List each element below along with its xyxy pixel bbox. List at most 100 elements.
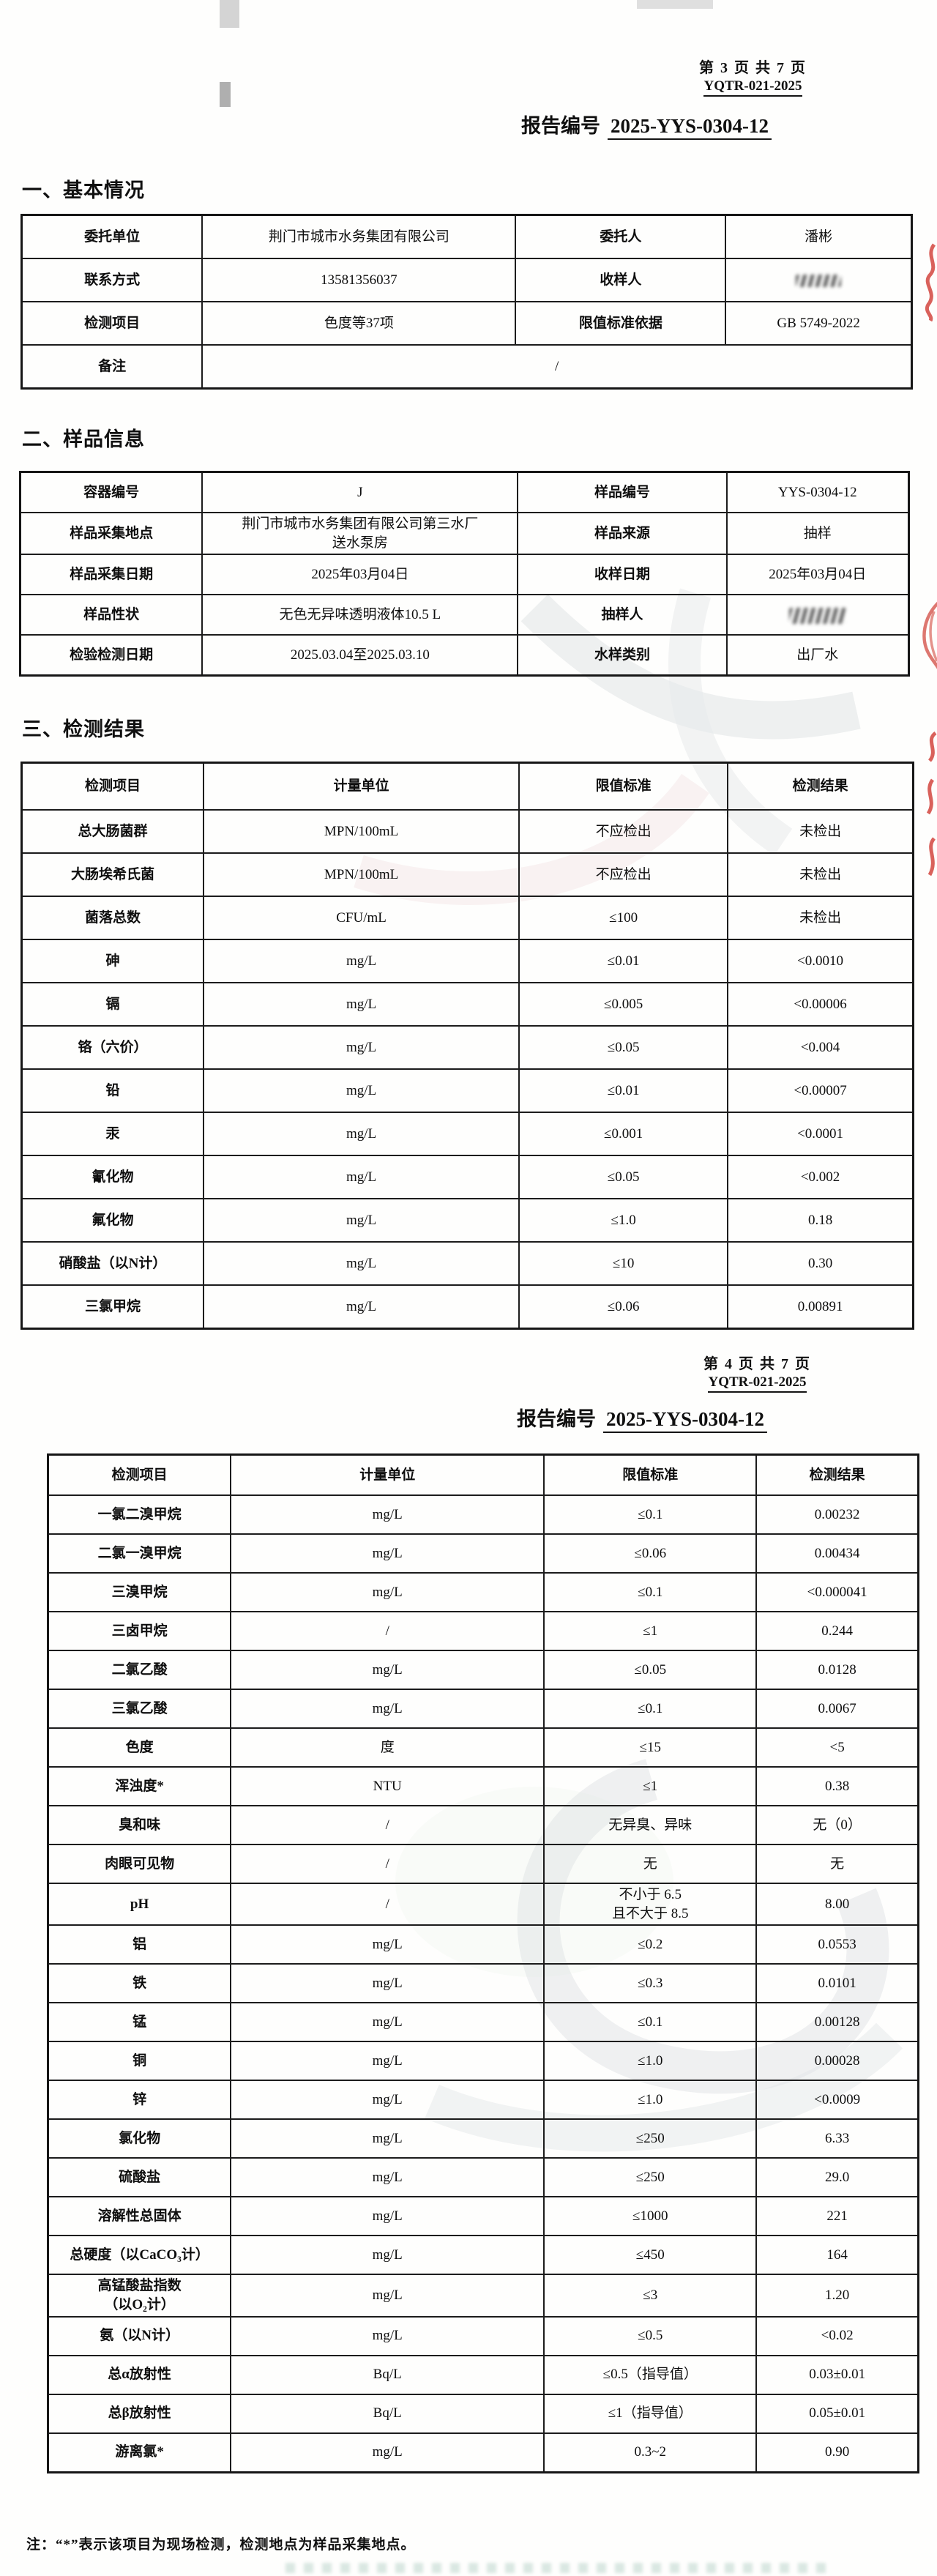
- basic-info-table: 委托单位 荆门市城市水务集团有限公司 委托人 潘彬 联系方式 13581356037 收样…: [20, 214, 913, 390]
- field-label: 收样人: [515, 258, 727, 302]
- table-row: 镉 mg/L ≤0.005 <0.00006: [20, 982, 914, 1027]
- field-value: 荆门市城市水务集团有限公司: [201, 214, 517, 259]
- unit-cell: mg/L: [230, 2196, 545, 2237]
- result-cell: <5: [755, 1727, 919, 1768]
- limit-cell: 不应检出: [518, 852, 729, 897]
- limit-cell: ≤0.005: [518, 982, 729, 1027]
- item-cell: 二氯乙酸: [47, 1650, 232, 1690]
- item-cell: 硝酸盐（以N计）: [20, 1241, 204, 1286]
- table-row: 一氯二溴甲烷 mg/L ≤0.1 0.00232: [47, 1494, 919, 1535]
- item-cell: 硫酸盐: [47, 2157, 232, 2198]
- field-value: J: [201, 471, 519, 513]
- limit-cell: ≤0.05: [518, 1025, 729, 1070]
- section-title-results: 三、检测结果: [22, 718, 145, 740]
- item-cell: 浑浊度*: [47, 1766, 232, 1806]
- field-label: 样品性状: [19, 594, 204, 636]
- table-row: 菌落总数 CFU/mL ≤100 未检出: [20, 896, 914, 940]
- item-cell: 总β放射性: [47, 2393, 232, 2434]
- field-value: 抽样: [725, 511, 910, 556]
- item-cell: 色度: [47, 1727, 232, 1768]
- limit-cell: ≤1: [543, 1766, 758, 1806]
- table-row: 备注 /: [20, 344, 913, 390]
- table-row: 总硬度（以CaCO₃计） mg/L ≤450 164: [47, 2235, 919, 2276]
- table-row: 溶解性总固体 mg/L ≤1000 221: [47, 2196, 919, 2237]
- result-cell: 0.0128: [755, 1650, 919, 1690]
- result-cell: 29.0: [755, 2157, 919, 2198]
- table-row: 锰 mg/L ≤0.1 0.00128: [47, 2002, 919, 2043]
- table-row: 氨（以N计） mg/L ≤0.5 <0.02: [47, 2315, 919, 2356]
- result-cell: 0.00232: [755, 1494, 919, 1535]
- result-cell: 无（0）: [755, 1805, 919, 1845]
- unit-cell: MPN/100mL: [202, 809, 520, 854]
- table-header-row: 检测项目 计量单位 限值标准 检测结果: [20, 762, 914, 811]
- result-cell: 0.0553: [755, 1924, 919, 1965]
- item-cell: 氨（以N计）: [47, 2315, 232, 2356]
- item-cell: 三溴甲烷: [47, 1572, 232, 1612]
- field-label: 样品来源: [517, 511, 728, 556]
- item-cell: 铝: [47, 1924, 232, 1965]
- result-cell: 0.03±0.01: [755, 2354, 919, 2395]
- unit-cell: mg/L: [230, 1963, 545, 2004]
- table-row: 肉眼可见物 / 无无: [47, 1844, 919, 1884]
- unit-cell: mg/L: [202, 1025, 520, 1070]
- field-value: 无色无异味透明液体10.5 L: [201, 594, 519, 636]
- field-label: 样品编号: [517, 471, 728, 513]
- limit-cell: ≤1: [543, 1611, 758, 1651]
- result-cell: 无: [755, 1844, 919, 1884]
- unit-cell: mg/L: [230, 2157, 545, 2198]
- field-value: 出厂水: [725, 634, 910, 677]
- result-cell: 0.244: [755, 1611, 919, 1651]
- col-header-item: 检测项目: [47, 1453, 232, 1496]
- item-cell: 砷: [20, 939, 204, 983]
- result-cell: <0.02: [755, 2315, 919, 2356]
- result-cell: 0.00891: [727, 1284, 914, 1330]
- unit-cell: mg/L: [230, 1924, 545, 1965]
- unit-cell: mg/L: [202, 1241, 520, 1286]
- unit-cell: mg/L: [202, 939, 520, 983]
- table-row: 高锰酸盐指数 （以O₂计） mg/L ≤3 1.20: [47, 2274, 919, 2318]
- item-cell: 氟化物: [20, 1198, 204, 1243]
- result-cell: 未检出: [727, 809, 914, 854]
- result-cell: 0.0067: [755, 1689, 919, 1729]
- item-cell: 汞: [20, 1112, 204, 1156]
- page-number: 第 3 页 共 7 页: [699, 60, 807, 76]
- unit-cell: MPN/100mL: [202, 852, 520, 897]
- item-cell: 二氯一溴甲烷: [47, 1533, 232, 1574]
- result-cell: 0.90: [755, 2432, 919, 2473]
- limit-cell: 无: [543, 1844, 758, 1884]
- result-cell: 0.05±0.01: [755, 2393, 919, 2434]
- limit-cell: 不小于 6.5 且不大于 8.5: [543, 1882, 758, 1927]
- field-value: GB 5749-2022: [725, 301, 913, 346]
- limit-cell: ≤0.2: [543, 1924, 758, 1965]
- field-value: /: [201, 344, 913, 390]
- field-label: 联系方式: [20, 258, 204, 302]
- table-row: 三溴甲烷 mg/L ≤0.1 <0.000041: [47, 1572, 919, 1612]
- result-cell: 0.30: [727, 1241, 914, 1286]
- unit-cell: /: [230, 1882, 545, 1927]
- field-value: 2025.03.04至2025.03.10: [201, 634, 519, 677]
- table-row: pH / 不小于 6.5 且不大于 8.5 8.00: [47, 1882, 919, 1927]
- field-label: 限值标准依据: [515, 301, 727, 346]
- field-value: 2025年03月04日: [725, 554, 910, 596]
- result-cell: 未检出: [727, 896, 914, 940]
- next-page-ghost-text: [285, 2563, 833, 2573]
- table-row: 铜 mg/L ≤1.0 0.00028: [47, 2041, 919, 2082]
- limit-cell: ≤0.05: [518, 1155, 729, 1199]
- scan-artifact: [637, 0, 713, 9]
- table-row: 氟化物 mg/L ≤1.0 0.18: [20, 1198, 914, 1243]
- limit-cell: ≤0.1: [543, 1572, 758, 1612]
- doc-code: YQTR-021-2025: [703, 78, 802, 97]
- limit-cell: ≤0.01: [518, 1068, 729, 1113]
- table-row: 二氯乙酸 mg/L ≤0.05 0.0128: [47, 1650, 919, 1690]
- limit-cell: 不应检出: [518, 809, 729, 854]
- limit-cell: ≤1.0: [543, 2041, 758, 2082]
- limit-cell: ≤1.0: [518, 1198, 729, 1243]
- item-cell: 锌: [47, 2080, 232, 2121]
- table-row: 铬（六价） mg/L ≤0.05 <0.004: [20, 1025, 914, 1070]
- section-title-sample-info: 二、样品信息: [22, 428, 145, 450]
- item-cell: 三卤甲烷: [47, 1611, 232, 1651]
- table-row: 总α放射性 Bq/L ≤0.5（指导值） 0.03±0.01: [47, 2354, 919, 2395]
- limit-cell: ≤0.05: [543, 1650, 758, 1690]
- unit-cell: 度: [230, 1727, 545, 1768]
